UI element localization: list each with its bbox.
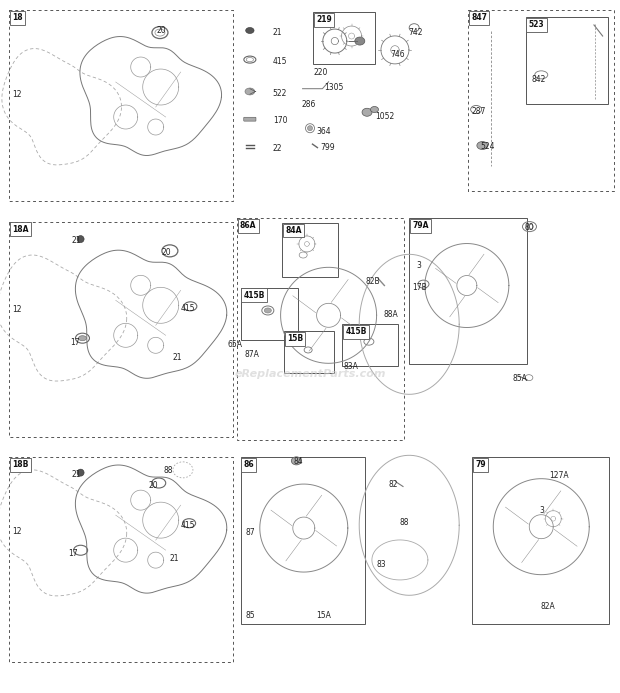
Text: 79: 79 <box>476 460 486 469</box>
Text: 522: 522 <box>273 89 287 98</box>
Text: 88: 88 <box>399 518 409 527</box>
Text: 79A: 79A <box>412 221 428 230</box>
Text: 17: 17 <box>68 549 78 558</box>
Ellipse shape <box>308 125 312 131</box>
Text: 415B: 415B <box>345 327 366 336</box>
Text: 1052: 1052 <box>375 112 394 121</box>
Text: 364: 364 <box>317 127 332 136</box>
Text: 219: 219 <box>316 15 332 24</box>
Text: 1305: 1305 <box>324 83 343 92</box>
Bar <box>237 218 404 440</box>
Ellipse shape <box>291 457 301 465</box>
Text: 20: 20 <box>161 248 171 257</box>
Bar <box>342 324 398 366</box>
Text: 742: 742 <box>408 28 422 37</box>
Text: 18: 18 <box>12 13 23 22</box>
Text: 746: 746 <box>391 50 405 59</box>
Text: 17: 17 <box>70 338 80 347</box>
Bar <box>282 223 338 277</box>
Ellipse shape <box>245 88 255 95</box>
Text: 524: 524 <box>480 142 495 151</box>
Text: 3: 3 <box>539 506 544 515</box>
Text: 20: 20 <box>149 481 159 490</box>
Bar <box>526 17 608 104</box>
Text: 847: 847 <box>471 13 487 22</box>
Ellipse shape <box>79 335 86 341</box>
Text: 415: 415 <box>181 304 195 313</box>
Text: 82A: 82A <box>541 602 556 611</box>
Text: 21: 21 <box>170 554 179 563</box>
Text: 86A: 86A <box>240 221 256 230</box>
Bar <box>313 12 375 64</box>
Text: 86: 86 <box>244 460 254 469</box>
Text: 18B: 18B <box>12 460 29 469</box>
Text: 82: 82 <box>389 480 398 489</box>
Bar <box>241 288 298 340</box>
Text: 88A: 88A <box>383 310 398 319</box>
Text: 799: 799 <box>320 143 335 152</box>
Text: 88: 88 <box>164 466 173 475</box>
Bar <box>284 331 334 373</box>
Text: 83: 83 <box>377 560 387 569</box>
Text: 842: 842 <box>532 75 546 84</box>
Ellipse shape <box>77 469 84 476</box>
Ellipse shape <box>246 28 254 33</box>
Ellipse shape <box>264 308 272 313</box>
Text: 286: 286 <box>301 100 316 109</box>
Text: 21: 21 <box>71 470 81 479</box>
Bar <box>472 457 609 624</box>
Text: 87: 87 <box>246 528 255 537</box>
Text: 21: 21 <box>273 28 282 37</box>
Text: 415: 415 <box>273 57 287 66</box>
Text: 15A: 15A <box>316 611 331 620</box>
Text: 82B: 82B <box>366 277 381 286</box>
Text: 12: 12 <box>12 305 22 314</box>
Text: 415B: 415B <box>244 290 265 299</box>
Bar <box>9 222 232 437</box>
Text: 85A: 85A <box>512 374 527 383</box>
Ellipse shape <box>362 108 372 116</box>
Text: 12: 12 <box>12 527 22 536</box>
Bar <box>241 457 365 624</box>
Text: 287: 287 <box>471 107 485 116</box>
Text: 12: 12 <box>12 90 22 99</box>
Text: 65A: 65A <box>228 340 242 349</box>
Text: 85: 85 <box>246 611 255 620</box>
Text: 220: 220 <box>313 68 327 77</box>
Ellipse shape <box>77 236 84 243</box>
Text: 22: 22 <box>273 144 282 153</box>
Text: 83A: 83A <box>343 362 358 371</box>
Text: 15B: 15B <box>287 334 303 343</box>
Text: 20: 20 <box>156 26 166 35</box>
FancyBboxPatch shape <box>244 117 256 121</box>
Bar <box>9 457 232 662</box>
Ellipse shape <box>371 107 378 112</box>
Text: 523: 523 <box>529 20 544 29</box>
Bar <box>409 218 527 364</box>
Text: 415: 415 <box>181 521 195 530</box>
Bar <box>9 10 232 201</box>
Text: 3: 3 <box>417 261 422 270</box>
Text: 18A: 18A <box>12 225 29 234</box>
Text: 170: 170 <box>273 116 287 125</box>
Text: 21: 21 <box>71 236 81 245</box>
Text: 127A: 127A <box>549 471 569 480</box>
Text: 87A: 87A <box>245 350 260 359</box>
Text: 17B: 17B <box>412 283 427 292</box>
Ellipse shape <box>477 141 488 150</box>
Ellipse shape <box>355 37 365 45</box>
Text: 84: 84 <box>293 457 303 466</box>
Text: 80: 80 <box>525 223 534 232</box>
Bar <box>468 10 614 191</box>
Text: eReplacementParts.com: eReplacementParts.com <box>234 369 386 379</box>
Text: 21: 21 <box>172 353 182 362</box>
Text: 84A: 84A <box>285 226 301 235</box>
